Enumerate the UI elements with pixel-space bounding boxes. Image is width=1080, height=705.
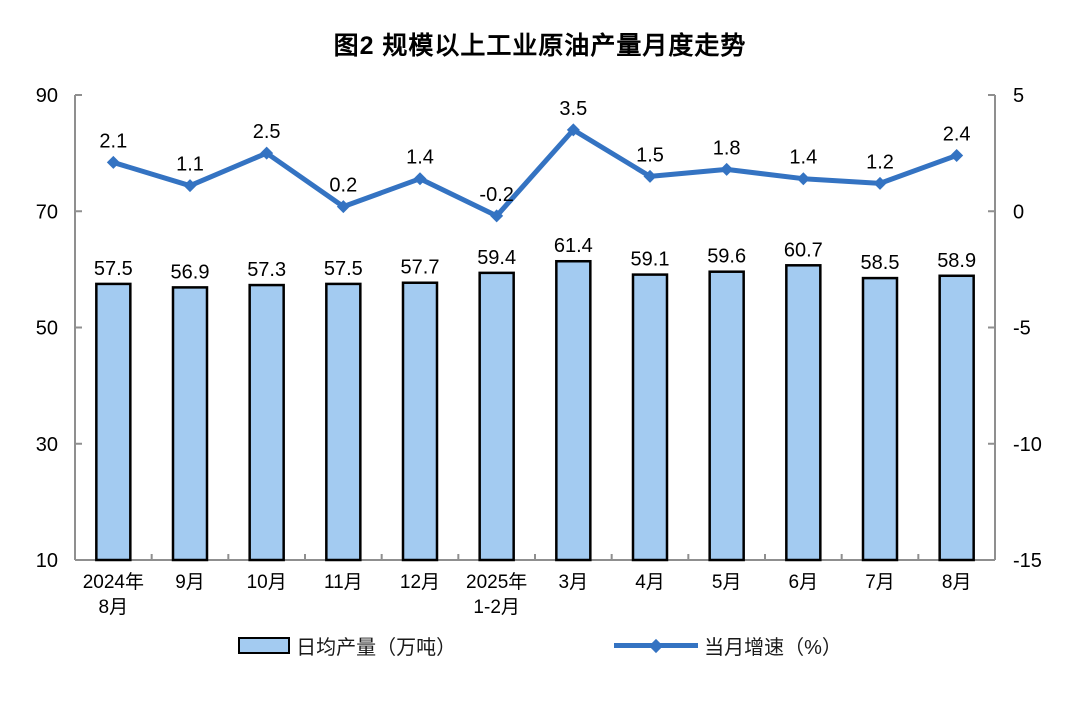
bar-value-label: 57.7 [401, 257, 440, 279]
bar-value-label: 60.7 [784, 239, 823, 261]
growth-value-label: 1.2 [866, 151, 894, 173]
growth-point [796, 172, 810, 186]
right-axis-tick-label: -15 [1013, 550, 1042, 572]
growth-value-label: 1.5 [636, 144, 664, 166]
bar [325, 282, 362, 562]
bar-swatch-icon [238, 637, 291, 654]
bar [171, 286, 209, 562]
x-axis-label: 8月 [942, 572, 972, 593]
x-axis-label: 2024年 [83, 571, 144, 593]
bar [708, 270, 745, 562]
bar [555, 259, 592, 562]
growth-value-label: 1.4 [406, 147, 434, 169]
bar [248, 283, 285, 562]
bar-value-label: 57.3 [247, 259, 286, 281]
line-swatch-icon [614, 638, 699, 653]
bar-value-label: 57.5 [324, 258, 363, 280]
bar [95, 282, 132, 562]
growth-line [110, 127, 960, 219]
growth-value-label: 0.2 [329, 175, 357, 197]
growth-point [873, 176, 887, 190]
left-axis-tick-label: 50 [36, 318, 58, 340]
left-axis-tick-label: 70 [36, 201, 58, 223]
bar-value-label: 57.5 [94, 258, 133, 280]
legend-item-growth: 当月增速（%） [614, 631, 842, 660]
growth-point [106, 155, 120, 169]
growth-point [260, 146, 274, 160]
x-axis-label: 9月 [175, 572, 205, 593]
growth-value-label: 1.4 [789, 147, 817, 169]
bar-value-label: 58.9 [937, 250, 976, 272]
x-axis-label: 10月 [247, 572, 287, 593]
diamond-marker-icon [649, 638, 664, 653]
left-axis-tick-label: 90 [36, 85, 58, 107]
left-axis-tick-label: 30 [36, 434, 58, 456]
x-axis-label: 6月 [789, 572, 819, 593]
bar [861, 276, 899, 562]
growth-value-label: 2.5 [253, 121, 281, 143]
growth-value-label: 2.4 [943, 123, 971, 145]
x-axis-label: 8月 [99, 597, 129, 618]
growth-value-label: 1.8 [713, 137, 741, 159]
bar-value-label: 61.4 [554, 235, 593, 257]
legend: 日均产量（万吨） 当月增速（%） [0, 631, 1080, 660]
x-axis-label: 12月 [400, 572, 440, 593]
growth-point [720, 162, 734, 176]
growth-point [336, 200, 350, 214]
bar [631, 273, 669, 562]
x-axis-label: 1-2月 [473, 597, 519, 618]
growth-point [490, 209, 504, 223]
growth-point [413, 172, 427, 186]
growth-point [950, 148, 964, 162]
right-axis-tick-label: 0 [1013, 201, 1024, 223]
legend-growth-label: 当月增速（%） [704, 637, 842, 659]
right-axis-tick-label: -10 [1013, 434, 1042, 456]
bar [478, 271, 515, 562]
right-axis-tick-label: -5 [1013, 318, 1031, 340]
growth-value-label: 3.5 [559, 98, 587, 120]
x-axis-label: 5月 [712, 572, 742, 593]
x-axis-label: 3月 [559, 572, 589, 593]
growth-value-label: -0.2 [479, 184, 513, 206]
growth-point [183, 179, 197, 193]
bar-value-label: 56.9 [171, 261, 210, 283]
x-axis-label: 11月 [324, 572, 363, 593]
bar-value-label: 59.6 [707, 246, 746, 268]
bar [785, 264, 822, 562]
x-axis-label: 2025年 [466, 571, 527, 593]
chart-title: 图2 规模以上工业原油产量月度走势 [333, 32, 747, 60]
legend-item-production: 日均产量（万吨） [238, 631, 456, 660]
left-axis-tick-label: 10 [36, 550, 58, 572]
growth-value-label: 2.1 [99, 130, 127, 152]
bar-value-label: 59.1 [631, 249, 670, 271]
right-axis-tick-label: 5 [1013, 85, 1024, 107]
x-axis-label: 7月 [865, 572, 895, 593]
growth-point [643, 169, 657, 183]
growth-point [566, 123, 580, 137]
growth-value-label: 1.1 [176, 154, 204, 176]
bar-value-label: 58.5 [861, 252, 900, 274]
bar-value-label: 59.4 [477, 247, 516, 269]
bar [401, 281, 439, 562]
bar [938, 274, 975, 562]
legend-production-label: 日均产量（万吨） [296, 637, 457, 659]
x-axis-label: 4月 [635, 572, 665, 593]
